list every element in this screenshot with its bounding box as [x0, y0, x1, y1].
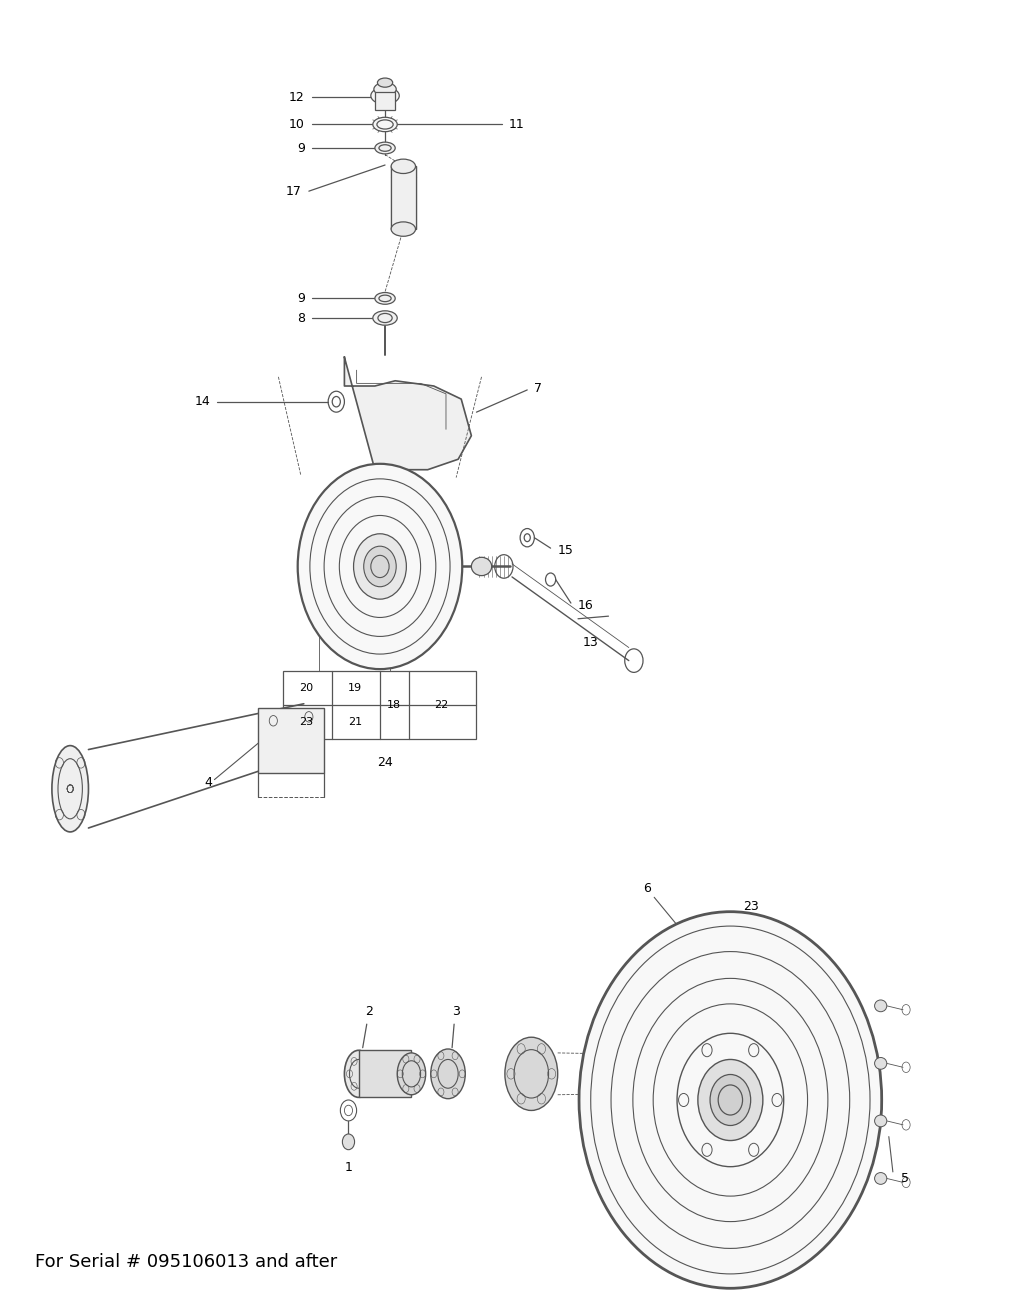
Bar: [284, 671, 476, 740]
Text: 18: 18: [386, 700, 400, 711]
Ellipse shape: [373, 311, 397, 325]
Text: 7: 7: [535, 382, 543, 395]
Text: 19: 19: [348, 683, 361, 694]
Text: 16: 16: [578, 599, 594, 612]
Text: 14: 14: [195, 395, 210, 408]
Ellipse shape: [375, 292, 395, 304]
Text: 21: 21: [348, 717, 361, 726]
Text: 2: 2: [365, 1004, 373, 1017]
Text: 22: 22: [434, 700, 449, 711]
Text: 23: 23: [742, 900, 759, 913]
Text: 5: 5: [901, 1173, 909, 1184]
Ellipse shape: [298, 463, 462, 669]
Ellipse shape: [374, 83, 396, 96]
Ellipse shape: [52, 746, 88, 832]
Text: 13: 13: [583, 636, 599, 649]
Ellipse shape: [874, 1173, 887, 1184]
Ellipse shape: [391, 159, 416, 174]
Ellipse shape: [375, 142, 395, 154]
Text: 3: 3: [453, 1004, 460, 1017]
Bar: [391, 166, 416, 229]
Ellipse shape: [391, 222, 416, 237]
Text: 15: 15: [558, 545, 573, 557]
Ellipse shape: [344, 1050, 373, 1098]
Ellipse shape: [874, 1058, 887, 1070]
Ellipse shape: [364, 546, 396, 587]
Ellipse shape: [579, 912, 882, 1288]
Text: 24: 24: [377, 757, 393, 769]
Text: 23: 23: [300, 717, 313, 726]
Ellipse shape: [353, 534, 407, 599]
Text: 9: 9: [297, 142, 305, 154]
Polygon shape: [344, 357, 471, 470]
Text: For Serial # 095106013 and after: For Serial # 095106013 and after: [35, 1253, 337, 1271]
Ellipse shape: [505, 1037, 558, 1111]
Text: 20: 20: [300, 683, 313, 694]
Circle shape: [342, 1134, 354, 1150]
Ellipse shape: [397, 1053, 426, 1095]
Text: 8: 8: [297, 312, 305, 325]
Ellipse shape: [431, 1049, 465, 1099]
Text: 4: 4: [205, 775, 212, 788]
Text: 17: 17: [286, 184, 302, 197]
Bar: [375, 92, 395, 111]
Text: 1: 1: [344, 1162, 352, 1174]
Text: 12: 12: [289, 91, 305, 104]
Text: 6: 6: [643, 882, 651, 895]
Ellipse shape: [874, 1115, 887, 1126]
Ellipse shape: [373, 117, 397, 132]
Ellipse shape: [378, 78, 392, 87]
Ellipse shape: [698, 1059, 763, 1141]
Ellipse shape: [471, 557, 492, 575]
Text: 11: 11: [509, 118, 524, 132]
Text: 9: 9: [297, 292, 305, 305]
Ellipse shape: [371, 87, 399, 104]
Ellipse shape: [710, 1074, 751, 1125]
Text: 10: 10: [289, 118, 305, 132]
Ellipse shape: [874, 1000, 887, 1012]
Bar: [358, 1050, 412, 1098]
Bar: [258, 708, 325, 772]
